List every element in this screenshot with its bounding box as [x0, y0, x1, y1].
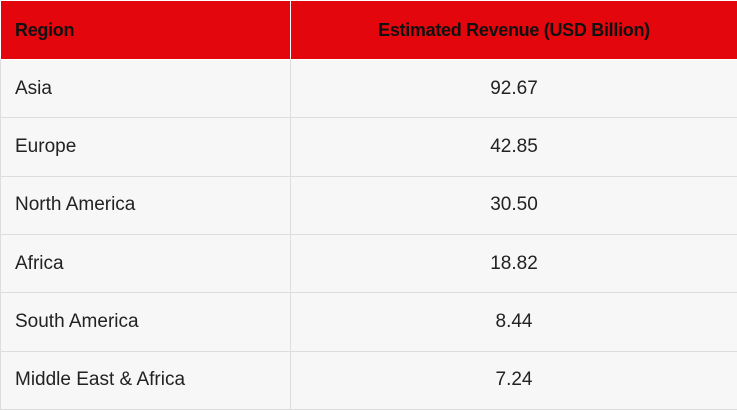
column-header-region: Region [0, 0, 291, 60]
table-header-row: Region Estimated Revenue (USD Billion) [0, 0, 737, 60]
revenue-cell: 92.67 [290, 58, 737, 119]
table-row: South America 8.44 [0, 292, 737, 352]
revenue-cell: 18.82 [290, 233, 737, 294]
table-row: Middle East & Africa 7.24 [0, 350, 737, 410]
column-header-revenue: Estimated Revenue (USD Billion) [290, 0, 737, 60]
region-cell: South America [0, 292, 291, 352]
revenue-cell: 8.44 [290, 292, 737, 352]
table-row: Europe 42.85 [0, 117, 737, 177]
revenue-cell: 30.50 [290, 175, 737, 235]
table-row: Asia 92.67 [0, 58, 737, 119]
region-cell: Middle East & Africa [0, 350, 291, 410]
revenue-cell: 7.24 [290, 350, 737, 410]
region-cell: Africa [0, 233, 291, 294]
table-row: Africa 18.82 [0, 233, 737, 294]
table-row: North America 30.50 [0, 175, 737, 235]
region-cell: Europe [0, 117, 291, 177]
revenue-cell: 42.85 [290, 117, 737, 177]
region-cell: North America [0, 175, 291, 235]
region-cell: Asia [0, 58, 291, 119]
